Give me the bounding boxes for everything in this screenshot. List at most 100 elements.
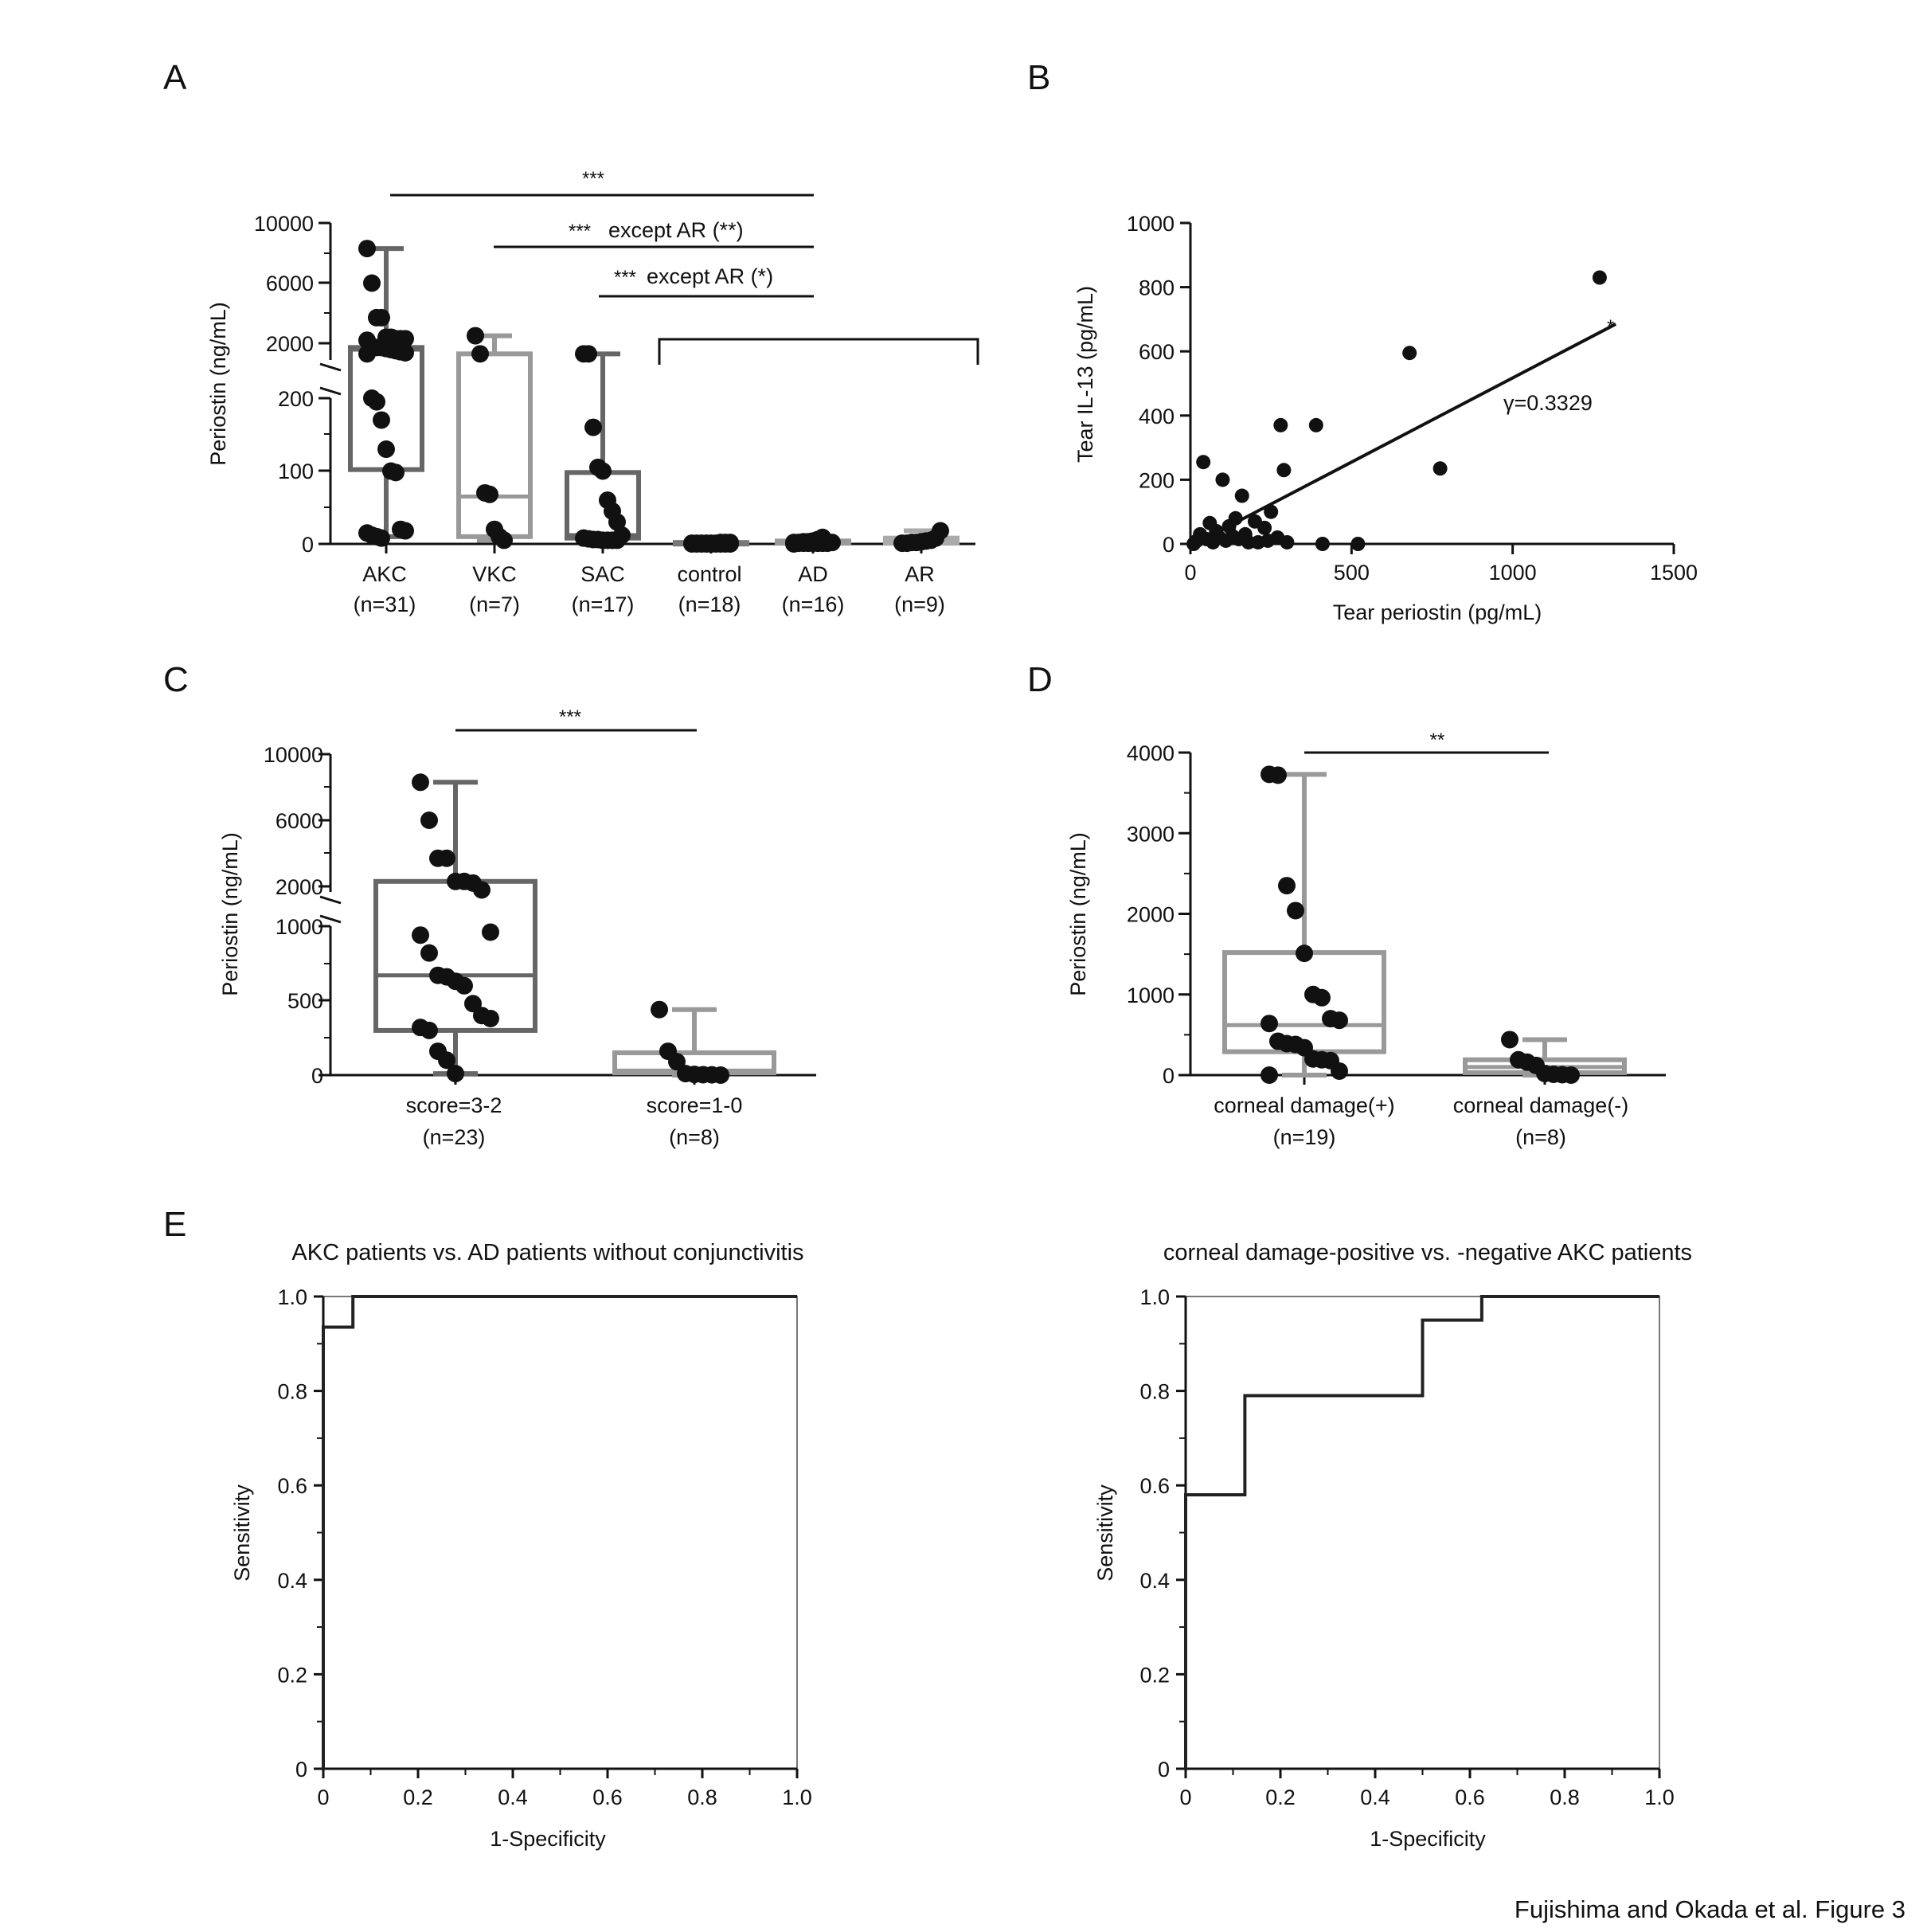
panel-b-data-point [1257,520,1272,535]
panel-a-significance-note: except AR (**) [608,218,744,242]
panel-b-y-tick-label: 800 [1139,276,1175,300]
panel-c-group-label: score=3-2 [406,1093,502,1117]
panelc-data-point [420,1021,438,1039]
panel-e-left-x-tick-label: 0 [317,1785,329,1809]
panela-data-point [368,393,385,411]
panel-b-ticks: 0 500 1000 1500 0 200 400 600 800 1000 [1127,212,1698,585]
panelc-data-point [412,926,429,944]
panel-d-letter: D [1027,660,1053,699]
panel-b-data-point [1315,537,1330,551]
panela-data-point [363,274,381,292]
panel-d-points [1261,765,1580,1084]
panel-c-points [412,773,729,1084]
panel-d-y-tick-label: 2000 [1127,903,1175,927]
paneld-box [1222,950,1386,1054]
panel-b-y-tick-label: 400 [1139,405,1175,428]
panelc-data-point [420,812,438,829]
panel-b-data-point [1592,270,1607,285]
panel-a-group-n: (n=7) [469,593,520,616]
paneld-data-point [1331,1011,1348,1030]
panel-a-significance-label: *** [582,168,604,190]
paneld-data-point [1287,901,1304,920]
panel-d-ticks: 0 1000 2000 3000 4000 [1127,741,1190,1088]
panel-e-right-y-axis-label: Sensitivity [1093,1484,1117,1582]
panel-a-group-n: (n=17) [572,593,635,616]
panel-e-right-x-tick-label: 0.2 [1265,1785,1296,1809]
panel-c-tick-label-10000: 10000 [264,743,323,767]
panel-c-axis-break-mark [319,895,342,905]
panelc-data-point [651,1000,668,1019]
panel-a: A 10000 6000 2000 200 100 0 AKC (n=31) V… [163,58,979,616]
panela-data-point [721,534,739,552]
panel-a-significance-note: except AR (*) [647,264,773,288]
panela-data-point [495,531,513,549]
panel-a-letter: A [163,58,187,97]
panela-data-point [814,528,831,546]
panel-a-tick-label-10000: 10000 [254,212,314,236]
panel-d-y-tick-label: 0 [1163,1064,1175,1088]
panel-b-x-tick-label: 1000 [1489,561,1537,585]
panela-data-point [584,418,602,436]
panel-b-fit-line [1218,323,1617,533]
panel-a-tick-label-200: 200 [278,387,314,411]
panel-e-left-y-tick-label: 0.6 [277,1474,307,1498]
panel-d-group-n: (n=8) [1515,1125,1566,1149]
paneld-data-point [1501,1031,1518,1049]
panela-data-point [373,411,390,429]
panel-b-data-point [1308,417,1323,432]
panel-e-left-y-tick-label: 0 [295,1758,307,1781]
panel-b-y-tick-label: 200 [1139,468,1175,492]
panel-a-points [358,240,949,553]
panel-e-letter: E [163,1205,186,1244]
panel-c-significance-label: *** [559,706,581,728]
panel-e-right-y-tick-label: 0 [1158,1758,1170,1781]
panel-a-group-n: (n=16) [782,593,845,616]
panel-e-left-x-tick-label: 0.6 [592,1785,623,1809]
panelc-data-point [473,881,491,899]
panel-e-left-y-tick-label: 0.8 [277,1380,307,1404]
panel-a-group-label: AD [798,562,828,586]
panel-e-right-y-tick-label: 0.6 [1139,1474,1170,1498]
panel-a-group-n: (n=18) [678,593,741,616]
panel-e-left: AKC patients vs. AD patients without con… [230,1240,812,1851]
panela-data-point [387,463,405,482]
panela-data-point [608,531,626,549]
panel-b-data-point [1261,533,1276,548]
panel-a-boxes [348,246,960,547]
panelc-data-point [420,944,438,962]
panel-c-tick-label-1000: 1000 [276,915,323,939]
panel-e-right-x-tick-label: 0 [1179,1785,1191,1809]
panelc-data-point [455,976,473,995]
panela-data-point [397,522,414,540]
panel-e-right-x-tick-label: 1.0 [1644,1785,1675,1809]
panela-data-point [358,240,376,258]
panel-d: D 0 1000 2000 3000 4000 corneal damage(+) (n… [1027,660,1666,1149]
panel-b-data-point [1215,472,1230,487]
panel-e-right: corneal damage-positive vs. -negative AK… [1093,1240,1692,1851]
panel-a-axis-break-mark [319,362,342,372]
panel-d-boxes [1222,772,1627,1077]
panela-data-point [358,345,376,363]
panela-data-point [471,345,489,363]
panel-e-right-title: corneal damage-positive vs. -negative AK… [1163,1240,1692,1265]
panel-a-group-label: control [677,562,741,586]
panelc-data-point [438,1051,455,1070]
panel-e-left-y-axis-label: Sensitivity [230,1484,254,1582]
panel-b-data-point [1350,537,1366,551]
panel-a-significance-stars: *** [614,267,636,288]
panel-e: E AKC patients vs. AD patients without c… [163,1205,1692,1851]
panel-e-right-curve-group [1184,1295,1659,1769]
panel-d-group-label: corneal damage(+) [1214,1093,1394,1117]
panel-e-right-roc-curve [1184,1295,1659,1769]
figure-footer-caption: Fujishima and Okada et al. Figure 3 [1515,1895,1905,1923]
panela-data-point [397,344,414,362]
panel-c-group-n: (n=23) [423,1125,486,1149]
panel-e-left-ticks: 00 0.2 0.2 0.4 0.4 0.6 0.6 0.8 0.8 1.0 1.0 [277,1285,811,1809]
panel-e-right-y-tick-label: 0.2 [1139,1663,1170,1687]
panel-b-x-axis-label: Tear periostin (pg/mL) [1333,600,1542,624]
panel-c-group-label: score=1-0 [647,1093,743,1117]
panel-d-y-axis-label: Periostin (ng/mL) [1066,832,1090,996]
panel-b-x-tick-label: 1500 [1650,561,1698,585]
paneld-data-point [1331,1062,1348,1080]
paneld-data-point [1278,877,1296,895]
